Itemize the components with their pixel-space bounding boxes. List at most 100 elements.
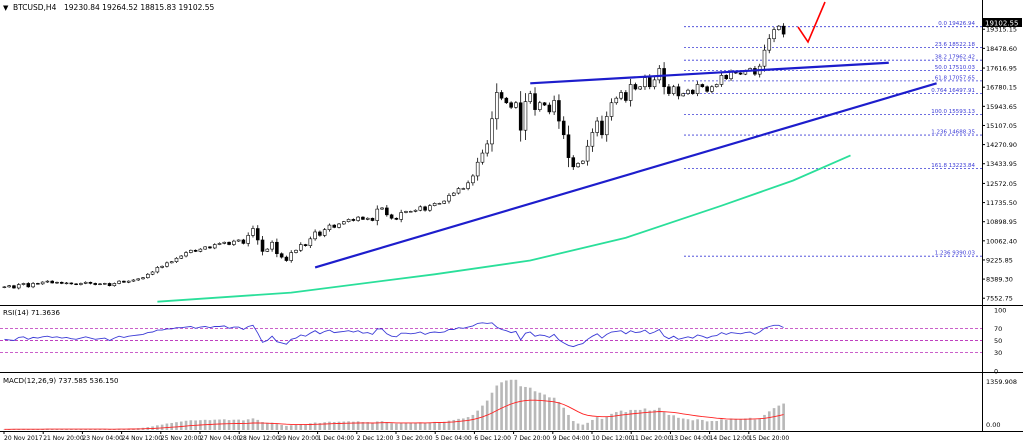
price-tick-label: 10062.40 <box>986 237 1017 245</box>
macd-histogram-bar <box>209 420 212 430</box>
candle-body <box>175 258 178 261</box>
candle-body <box>596 121 599 132</box>
candle-body <box>553 100 556 111</box>
macd-histogram-bar <box>768 411 771 430</box>
moving-average <box>157 155 850 301</box>
candle-body <box>600 121 603 135</box>
candle-body <box>204 247 207 249</box>
candle-body <box>371 218 374 220</box>
rsi-tick-label: 30 <box>994 349 1002 357</box>
macd-histogram-bar <box>543 395 546 431</box>
macd-histogram-bar <box>672 415 675 430</box>
candle-body <box>352 219 355 220</box>
candle-body <box>347 219 350 221</box>
macd-histogram-bar <box>558 402 561 430</box>
macd-tick-label: 0.00 <box>986 421 1000 429</box>
macd-histogram-bar <box>572 421 575 430</box>
macd-histogram-bar <box>462 418 465 430</box>
macd-histogram-bar <box>524 387 527 430</box>
candle-body <box>385 208 388 215</box>
price-tick-label: 16780.15 <box>986 84 1017 92</box>
macd-histogram-bar <box>467 417 470 430</box>
header-arrow[interactable]: ▼ <box>3 4 9 12</box>
macd-histogram-bar <box>495 386 498 430</box>
macd-histogram-bar <box>419 422 422 430</box>
macd-histogram-bar <box>218 420 221 430</box>
macd-histogram-bar <box>400 423 403 430</box>
projection-arrows <box>798 2 825 42</box>
candle-body <box>725 75 728 78</box>
candle-body <box>70 283 73 284</box>
macd-histogram-bar <box>754 420 757 430</box>
candle-body <box>438 203 441 204</box>
candle-body <box>194 250 197 251</box>
macd-histogram-bar <box>701 420 704 430</box>
time-tick-label: 28 Nov 12:00 <box>239 435 280 442</box>
macd-histogram-bar <box>228 420 231 430</box>
macd-histogram-bar <box>500 382 503 430</box>
price-tick-label: 10898.95 <box>986 218 1017 226</box>
candle-body <box>648 78 651 87</box>
candle-body <box>208 247 211 248</box>
time-tick-label: 21 Nov 20:00 <box>43 435 84 442</box>
time-tick-label: 15 Dec 20:00 <box>749 435 790 442</box>
candle-body <box>562 121 565 135</box>
macd-histogram-bar <box>166 424 169 430</box>
candle-body <box>720 75 723 84</box>
candle-body <box>261 240 264 251</box>
candle-body <box>457 189 460 194</box>
candle-body <box>586 146 589 161</box>
candle-body <box>151 272 154 274</box>
candle-body <box>361 217 364 219</box>
moving-average-line <box>157 155 850 301</box>
candle-body <box>223 242 226 243</box>
candle-body <box>658 68 661 79</box>
candle-body <box>376 209 379 220</box>
candle-body <box>232 241 235 244</box>
macd-histogram-bar <box>620 411 623 430</box>
macd-histogram-bar <box>175 422 178 430</box>
candle-body <box>481 153 484 162</box>
macd-histogram-bar <box>180 422 183 430</box>
candle-body <box>620 92 623 98</box>
macd-histogram-bar <box>252 418 255 430</box>
macd-histogram-bar <box>725 420 728 430</box>
candle-body <box>314 232 317 239</box>
candle-body <box>328 225 331 230</box>
candle-body <box>500 92 503 98</box>
candle-body <box>763 50 766 66</box>
candle-body <box>505 98 508 103</box>
candle-body <box>161 266 164 267</box>
candle-body <box>338 224 341 227</box>
candle-body <box>256 229 259 240</box>
price-tick-label: 15943.65 <box>986 103 1017 111</box>
header-ohlc: 19230.84 19264.52 18815.83 19102.55 <box>64 3 215 12</box>
macd-panel: MACD(12,26,9) 737.585 536.150 <box>3 377 785 430</box>
fib-level-label: 50.0 17510.03 <box>935 65 976 71</box>
candle-body <box>99 284 102 285</box>
macd-histogram-bar <box>739 419 742 430</box>
macd-histogram-bar <box>314 423 317 430</box>
time-tick-label: 10 Dec 12:00 <box>592 435 633 442</box>
macd-histogram-bar <box>529 388 532 430</box>
price-axis[interactable]: 19315.1518478.6017616.9516780.1515943.65… <box>982 26 1017 303</box>
candle-body <box>280 254 283 257</box>
macd-histogram-bar <box>242 420 245 430</box>
candle-body <box>476 162 479 176</box>
macd-histogram-bar <box>773 408 776 430</box>
time-tick-label: 20 Nov 2017 <box>4 435 43 442</box>
time-tick-label: 27 Nov 04:00 <box>200 435 241 442</box>
candle-body <box>3 287 6 288</box>
candle-body <box>285 257 288 260</box>
macd-histogram-bar <box>395 424 398 430</box>
candle-body <box>381 208 384 209</box>
candle-body <box>663 68 666 86</box>
time-tick-label: 29 Nov 20:00 <box>278 435 319 442</box>
candlesticks <box>3 23 785 289</box>
candle-body <box>84 282 87 283</box>
candle-body <box>615 98 618 103</box>
